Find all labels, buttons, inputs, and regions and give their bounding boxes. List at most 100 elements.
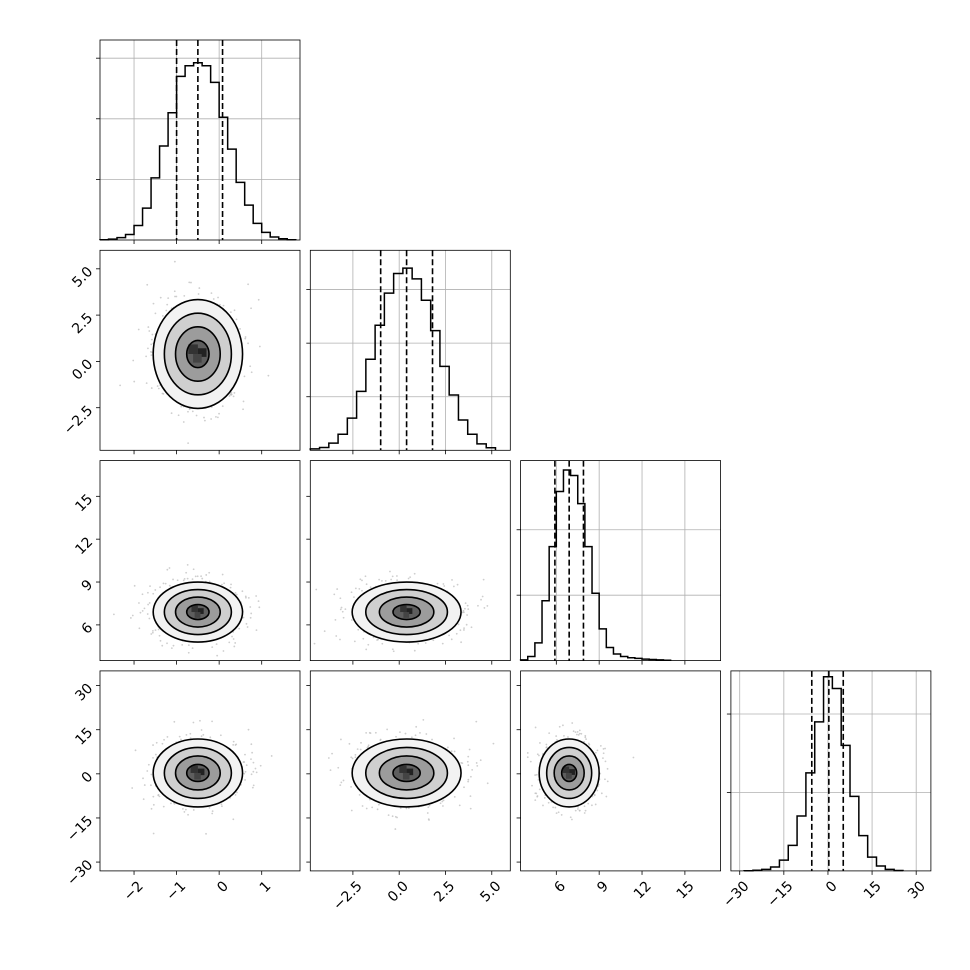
scatter-point — [151, 333, 154, 336]
scatter-point — [176, 579, 179, 582]
histogram-panel-2 — [516, 460, 721, 665]
scatter-point — [145, 355, 148, 358]
scatter-point — [235, 593, 238, 596]
scatter-point — [587, 802, 590, 805]
scatter-point — [443, 585, 446, 587]
scatter-point — [267, 374, 270, 377]
scatter-point — [340, 781, 343, 784]
density-core — [191, 605, 198, 613]
scatter-point — [131, 614, 134, 617]
scatter-point — [534, 799, 537, 802]
x-tick-label: 0 — [214, 878, 232, 896]
contour-line-2 — [545, 746, 593, 800]
scatter-point — [572, 730, 575, 733]
scatter-point — [259, 764, 262, 767]
scatter-point — [242, 616, 245, 619]
scatter-point — [234, 642, 237, 644]
scatter-point — [396, 579, 398, 581]
scatter-point — [367, 745, 370, 748]
panel-frame — [99, 460, 301, 662]
scatter-point — [192, 721, 195, 724]
scatter-point — [222, 304, 225, 307]
scatter-point — [466, 614, 468, 616]
scatter-point — [602, 757, 604, 760]
scatter-point — [339, 638, 341, 641]
panel-content — [112, 563, 261, 657]
scatter-point — [178, 735, 181, 738]
scatter-point — [456, 583, 459, 586]
scatter-point — [342, 779, 345, 782]
scatter-point — [333, 593, 336, 596]
scatter-point — [451, 579, 453, 581]
scatter-point — [419, 732, 421, 734]
scatter-point — [180, 405, 183, 408]
scatter-point — [392, 650, 395, 653]
scatter-point — [150, 338, 153, 341]
scatter-point — [577, 733, 580, 736]
scatter-point — [467, 778, 470, 781]
scatter-point — [536, 795, 539, 798]
scatter-point — [578, 729, 581, 732]
scatter-point — [238, 627, 241, 630]
scatter-point — [166, 642, 168, 645]
scatter-point — [458, 804, 461, 807]
scatter-point — [585, 738, 588, 741]
scatter-point — [442, 583, 445, 585]
scatter-point — [173, 260, 176, 263]
scatter-point — [428, 819, 430, 821]
scatter-point — [560, 814, 563, 816]
scatter-point — [233, 645, 236, 648]
scatter-point — [350, 591, 353, 594]
scatter-point — [460, 641, 463, 644]
scatter-point — [137, 328, 140, 331]
scatter-point — [150, 773, 153, 776]
scatter-point — [212, 298, 215, 300]
scatter-point — [574, 731, 577, 734]
scatter-point — [334, 618, 337, 621]
scatter-point — [427, 806, 430, 809]
panel-frame — [730, 670, 932, 872]
scatter-point — [336, 588, 339, 590]
scatter-point — [600, 792, 603, 795]
scatter-point — [404, 732, 407, 735]
scatter-point — [351, 757, 354, 760]
scatter-point — [365, 583, 368, 586]
y-tick-label: 6 — [79, 620, 97, 638]
scatter-point — [583, 812, 586, 814]
scatter-point — [390, 578, 393, 581]
scatter-point — [252, 784, 255, 787]
scatter-point — [358, 793, 361, 796]
scatter-point — [232, 740, 235, 743]
scatter-point — [580, 732, 583, 735]
scatter-point — [464, 602, 467, 605]
scatter-point — [492, 742, 495, 745]
scatter-point — [245, 622, 248, 625]
scatter-point — [354, 756, 357, 759]
scatter-point — [453, 750, 456, 753]
scatter-point — [461, 762, 464, 764]
scatter-point — [331, 752, 333, 755]
scatter-point — [244, 337, 247, 340]
density-core — [194, 772, 201, 780]
scatter-point — [596, 789, 599, 792]
scatter-point — [606, 780, 609, 783]
scatter-point — [361, 589, 363, 592]
density-core — [562, 766, 570, 773]
scatter-point — [410, 736, 413, 739]
scatter-point — [131, 787, 134, 789]
contour-line-0 — [185, 763, 210, 783]
scatter-point — [151, 631, 154, 634]
scatter-point — [464, 607, 466, 610]
scatter-point — [538, 788, 541, 791]
scatter-point — [365, 732, 368, 734]
scatter-point — [251, 751, 254, 754]
scatter-point — [239, 328, 241, 330]
scatter-point — [405, 807, 408, 810]
scatter-point — [164, 582, 167, 585]
contour-line-2 — [163, 588, 233, 636]
scatter-point — [340, 738, 342, 741]
density-core — [402, 772, 410, 780]
scatter-point — [470, 775, 472, 778]
scatter-point — [360, 741, 362, 744]
scatter-point — [602, 748, 605, 750]
